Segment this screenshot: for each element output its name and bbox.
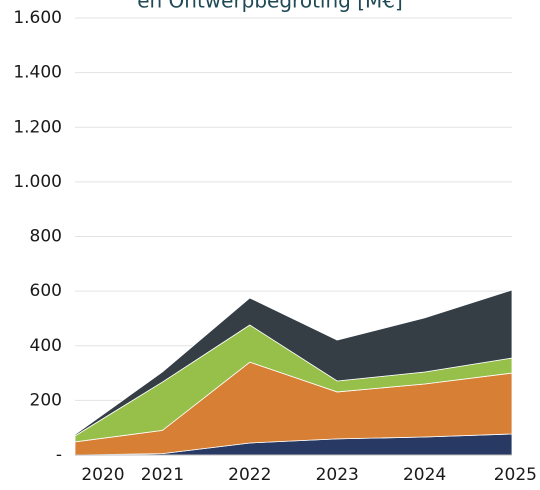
y-tick-label: - [56,445,62,465]
x-tick-label: 2024 [403,465,446,485]
y-tick-label: 200 [30,390,62,410]
chart-title: en Ontwerpbegroting [M€] [137,0,403,13]
y-tick-label: 1.200 [13,117,62,137]
y-tick-label: 1.600 [13,8,62,28]
y-tick-label: 400 [30,336,62,356]
y-tick-label: 600 [30,281,62,301]
x-tick-label: 2021 [141,465,184,485]
x-tick-label: 2023 [316,465,359,485]
y-tick-label: 1.000 [13,172,62,192]
x-tick-label: 2022 [228,465,271,485]
y-tick-label: 1.400 [13,63,62,83]
x-tick-label: 2025 [494,465,537,485]
x-tick-label: 2020 [81,465,124,485]
area [74,289,513,437]
y-tick-label: 800 [30,227,62,247]
